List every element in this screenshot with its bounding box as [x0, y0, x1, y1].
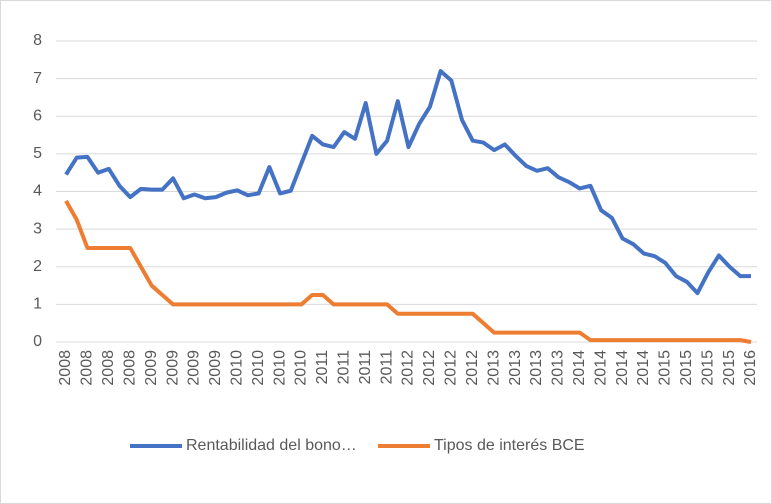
x-tick-label: 2011 [336, 350, 353, 385]
x-tick-label: 2011 [378, 350, 395, 385]
x-tick-label: 2015 [678, 350, 695, 386]
y-tick-label: 1 [33, 296, 42, 313]
x-tick-label: 2010 [228, 350, 245, 386]
x-tick-label: 2015 [721, 350, 738, 386]
y-tick-label: 2 [33, 258, 42, 275]
x-tick-label: 2013 [485, 350, 502, 386]
x-tick-label: 2015 [699, 350, 716, 386]
x-tick-label: 2008 [100, 350, 117, 386]
x-tick-label: 2008 [57, 350, 74, 386]
x-tick-label: 2012 [443, 350, 460, 386]
y-tick-label: 6 [33, 107, 42, 124]
legend-label: Rentabilidad del bono… [186, 437, 357, 454]
y-tick-label: 5 [33, 145, 42, 162]
x-tick-label: 2009 [186, 350, 203, 386]
x-tick-label: 2012 [464, 350, 481, 386]
x-tick-label: 2014 [571, 350, 588, 386]
series-line [64, 69, 751, 296]
y-tick-label: 4 [33, 183, 42, 200]
y-tick-label: 0 [33, 333, 42, 350]
x-tick-label: 2008 [121, 350, 138, 386]
x-tick-label: 2013 [550, 350, 567, 386]
x-tick-label: 2010 [250, 350, 267, 386]
y-tick-label: 8 [33, 32, 42, 49]
x-tick-label: 2010 [293, 350, 310, 386]
x-tick-label: 2011 [357, 350, 374, 385]
y-tick-label: 7 [33, 70, 42, 87]
x-tick-label: 2012 [400, 350, 417, 386]
x-tick-label: 2016 [742, 350, 759, 386]
x-tick-label: 2011 [314, 350, 331, 385]
x-tick-label: 2013 [507, 350, 524, 386]
x-tick-label: 2012 [421, 350, 438, 386]
x-tick-label: 2014 [592, 350, 609, 386]
legend-label: Tipos de interés BCE [434, 437, 585, 454]
x-tick-label: 2014 [614, 350, 631, 386]
x-tick-label: 2008 [79, 350, 96, 386]
y-tick-label: 3 [33, 220, 42, 237]
x-tick-label: 2014 [635, 350, 652, 386]
series-line [64, 199, 752, 344]
x-tick-label: 2010 [271, 350, 288, 386]
x-tick-label: 2015 [657, 350, 674, 386]
x-tick-label: 2009 [143, 350, 160, 386]
x-tick-label: 2009 [207, 350, 224, 386]
x-tick-label: 2013 [528, 350, 545, 386]
x-tick-label: 2009 [164, 350, 181, 386]
